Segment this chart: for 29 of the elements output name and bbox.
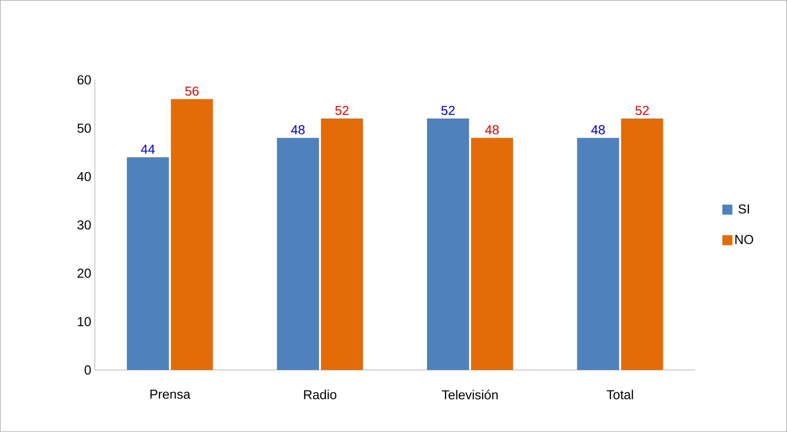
y-tick-label: 10 — [78, 317, 91, 326]
x-tick-label: Radio — [304, 390, 336, 400]
data-label: 44 — [140, 144, 155, 154]
y-tick-label: 30 — [77, 220, 91, 230]
bar — [276, 138, 319, 370]
legend-label: SI — [738, 204, 749, 214]
y-tick-label: 50 — [77, 124, 91, 133]
data-label: 56 — [185, 86, 199, 96]
x-tick-label: Total — [606, 390, 633, 400]
legend-label: NO — [735, 235, 754, 244]
x-tick-label: Televisión — [442, 390, 498, 400]
data-label: 52 — [441, 106, 455, 116]
bar — [621, 118, 664, 370]
y-tick-label: 60 — [78, 75, 91, 85]
bar — [577, 138, 620, 370]
bar — [170, 99, 213, 370]
y-tick-label: 40 — [77, 172, 91, 182]
bar — [320, 118, 363, 370]
y-tick-label: 20 — [78, 268, 91, 278]
data-label: 52 — [635, 106, 649, 116]
bar — [427, 118, 470, 370]
data-label: 48 — [485, 125, 499, 134]
data-label: 52 — [335, 106, 349, 116]
bar — [126, 157, 169, 370]
x-tick-label: Prensa — [150, 390, 190, 399]
bar — [471, 138, 514, 370]
y-tick-label: 0 — [84, 365, 91, 375]
data-label: 48 — [291, 125, 305, 134]
data-label: 48 — [591, 125, 605, 134]
